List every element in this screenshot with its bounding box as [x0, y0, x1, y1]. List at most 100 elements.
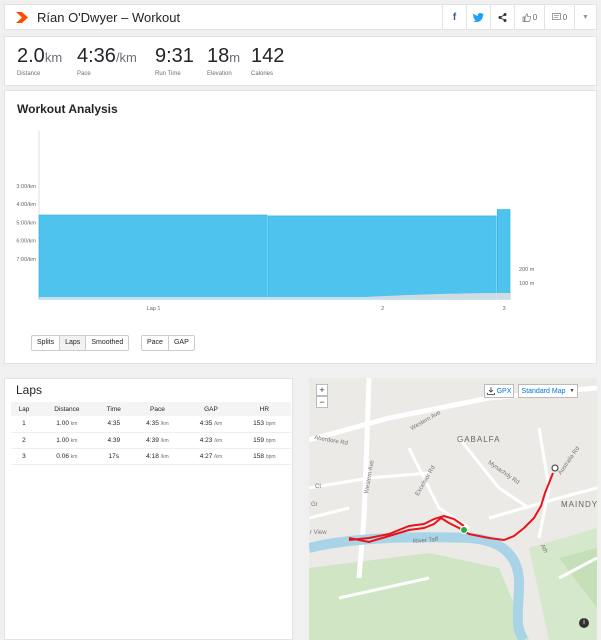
share-icon [498, 12, 507, 22]
toggle-gap[interactable]: GAP [173, 339, 189, 346]
road [338, 576, 430, 600]
col-time[interactable]: Time [96, 402, 131, 416]
finish-marker [551, 464, 559, 472]
unit: /km [160, 453, 169, 460]
lap-hr: 159 bpm [237, 432, 291, 449]
table-row[interactable]: 1 1.00 km 4:35 4:35 /km 4:35 /km 153 bpm [11, 416, 291, 433]
map-label-ct: Ct [315, 484, 321, 490]
gpx-download-button[interactable]: GPX [484, 384, 514, 398]
stat-label: Run Time [155, 71, 181, 77]
map-label-gabalfa: GABALFA [457, 435, 501, 444]
stat-calories: 142 Calories [251, 45, 284, 77]
stat-unit: /km [115, 50, 137, 65]
workout-analysis-panel: Workout Analysis 3:00/km 4:00/km 5:00/km 6:… [4, 90, 597, 364]
gpx-label: GPX [496, 387, 512, 395]
share-button[interactable] [490, 5, 514, 29]
stat-value: 18 [207, 45, 230, 67]
lap-gap: 4:35 /km [184, 416, 238, 433]
stats-panel: 2.0km Distance 4:36/km Pace 9:31 Run Tim… [4, 36, 597, 86]
facebook-share-button[interactable]: f [442, 5, 466, 29]
col-lap[interactable]: Lap [11, 402, 37, 416]
lap-pace: 4:18 /km [130, 448, 185, 465]
elevation-tick-label: 200 m [519, 267, 535, 273]
lap-distance: 0.06 km [36, 448, 97, 465]
y-tick-label: 5:00/km [16, 220, 36, 226]
unit: bpm [265, 437, 276, 444]
kudos-button[interactable]: 0 [514, 5, 544, 29]
river [309, 532, 529, 640]
col-pace[interactable]: Pace [130, 402, 185, 416]
laps-table: Lap Distance Time Pace GAP HR 1 1.00 km … [11, 402, 291, 465]
more-options-button[interactable]: ▼ [574, 5, 596, 29]
pace-laps-chart[interactable]: 3:00/km 4:00/km 5:00/km 6:00/km 7:00/km Lap 1… [5, 127, 596, 327]
value: 4:18 [146, 452, 159, 460]
stat-pace: 4:36/km Pace [77, 45, 137, 77]
elevation-tick-label: 100 m [519, 281, 535, 287]
map-type-select[interactable]: Standard Map ▼ [518, 384, 578, 398]
park-area [309, 553, 529, 640]
stat-distance: 2.0km Distance [17, 45, 62, 77]
road [457, 437, 530, 510]
thumbs-up-icon [522, 12, 531, 22]
lap-time: 17s [96, 448, 131, 465]
unit: km [70, 453, 78, 460]
comment-button[interactable]: 0 [544, 5, 574, 29]
x-tick-label: 3 [503, 306, 506, 312]
info-icon[interactable]: i [579, 618, 589, 628]
zoom-in-button[interactable]: + [316, 384, 328, 396]
twitter-icon [473, 12, 484, 22]
chevron-down-icon: ▼ [582, 13, 589, 21]
unit: /km [214, 453, 223, 460]
lap-gap: 4:27 /km [184, 448, 238, 465]
lap-number: 1 [11, 416, 37, 433]
unit: bpm [265, 421, 276, 428]
lap-distance: 1.00 km [36, 416, 97, 433]
stat-unit: m [229, 50, 241, 65]
lap-pace: 4:35 /km [130, 416, 185, 433]
laps-header-row: Lap Distance Time Pace GAP HR [11, 402, 291, 416]
twitter-share-button[interactable] [466, 5, 490, 29]
strava-chevron-icon [16, 12, 28, 23]
activity-header: Rían O'Dwyer – Workout f 0 0 ▼ [4, 4, 597, 30]
lap-number: 2 [11, 432, 37, 449]
table-row[interactable]: 2 1.00 km 4:39 4:39 /km 4:23 /km 159 bpm [11, 432, 291, 449]
map-type-label: Standard Map [521, 387, 566, 395]
zoom-out-button[interactable]: − [316, 396, 328, 408]
lap-hr: 153 bpm [237, 416, 291, 433]
facebook-icon: f [452, 11, 457, 23]
table-row[interactable]: 3 0.06 km 17s 4:18 /km 4:27 /km 158 bpm [11, 448, 291, 465]
x-tick-label: Lap 1 [147, 306, 161, 312]
col-distance[interactable]: Distance [36, 402, 97, 416]
col-hr[interactable]: HR [237, 402, 291, 416]
stat-label: Pace [77, 71, 91, 77]
toggle-pace[interactable]: Pace [142, 336, 169, 350]
map-label-view: r View [310, 530, 327, 536]
value: 159 [253, 436, 265, 444]
unit: bpm [265, 453, 276, 460]
unit: /km [160, 437, 169, 444]
y-tick-label: 4:00/km [16, 202, 36, 208]
unit: /km [160, 421, 169, 428]
lap-time: 4:35 [96, 416, 131, 433]
laps-title: Laps [16, 383, 43, 397]
col-gap[interactable]: GAP [184, 402, 238, 416]
workout-analysis-title: Workout Analysis [17, 102, 118, 116]
toggle-laps[interactable]: Laps [60, 336, 87, 350]
elevation-profile [39, 293, 511, 299]
value: 4:39 [146, 436, 159, 444]
value: 153 [253, 420, 265, 428]
laps-panel: Laps Lap Distance Time Pace GAP HR 1 1.0… [4, 378, 293, 640]
value: 1.00 [56, 436, 69, 444]
route-map[interactable]: + − GPX Standard Map ▼ GABALFA MAINDY We… [309, 378, 597, 640]
comment-count: 0 [562, 12, 568, 22]
caret-down-icon: ▼ [569, 388, 575, 394]
lap-distance: 1.00 km [36, 432, 97, 449]
stat-run-time: 9:31 Run Time [155, 45, 194, 77]
toggle-splits[interactable]: Splits [32, 336, 61, 350]
toggle-smoothed[interactable]: Smoothed [91, 339, 124, 346]
map-canvas[interactable] [309, 378, 597, 640]
road [309, 471, 430, 490]
unit: /km [214, 421, 223, 428]
value: 0.06 [56, 452, 69, 460]
unit: /km [214, 437, 223, 444]
